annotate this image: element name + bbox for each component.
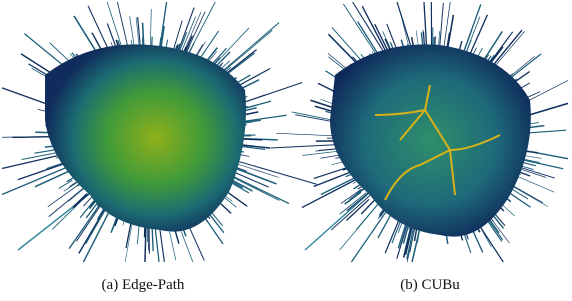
bundle-blob — [45, 44, 246, 231]
figure: (a) Edge-Path (b) CUBu — [0, 0, 572, 301]
edge-spike — [302, 177, 361, 208]
edge-spike — [314, 168, 347, 179]
caption: (a) Edge-Path — [102, 277, 185, 293]
edge-spike — [2, 166, 69, 194]
panel-edge-path — [2, 2, 317, 262]
page: (a) Edge-Path (b) CUBu (() => { const da… — [0, 0, 572, 301]
panel-cubu — [271, 2, 568, 262]
caption: (b) CUBu — [400, 277, 460, 293]
